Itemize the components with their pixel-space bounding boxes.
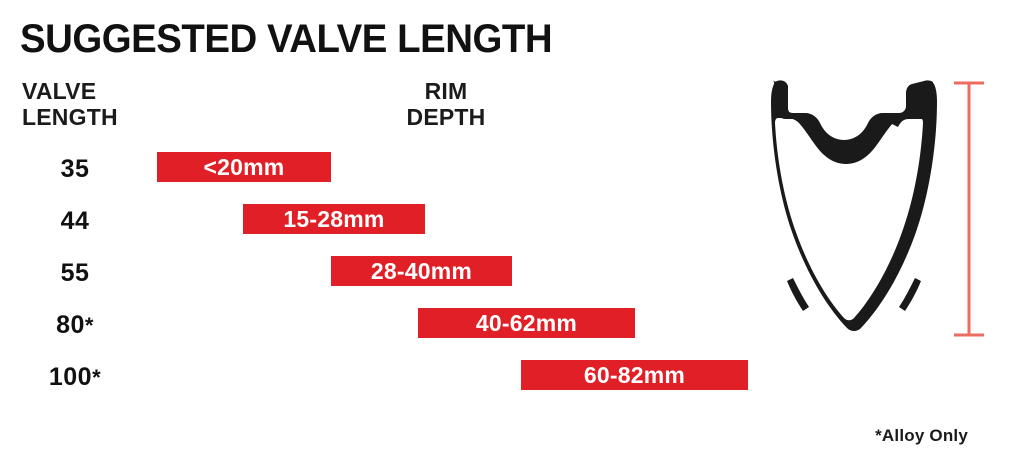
valve-length-value: 55 (60, 259, 90, 287)
valve-length-value: 80* (56, 311, 94, 339)
rim-depth-bar: 60-82mm (521, 360, 748, 390)
rim-cross-section-illustration (762, 72, 948, 344)
valve-length-value: 44 (60, 207, 90, 235)
rim-depth-value: 28-40mm (370, 257, 473, 284)
footnote: *Alloy Only (875, 426, 968, 445)
rim-depth-bar: 15-28mm (243, 204, 425, 234)
page-title: SUGGESTED VALVE LENGTH (20, 17, 553, 61)
rim-depth-value: <20mm (203, 153, 285, 180)
alloy-only-asterisk: * (84, 313, 94, 338)
column-header-rim-depth: RIM DEPTH (406, 78, 486, 130)
rim-depth-bar: 40-62mm (418, 308, 635, 338)
rim-depth-value: 15-28mm (283, 205, 385, 232)
rim-depth-value: 60-82mm (583, 361, 686, 388)
column-header-valve-length: VALVE LENGTH (22, 78, 118, 130)
rim-depth-value: 40-62mm (475, 309, 578, 336)
valve-length-rows: 35 <20mm 44 15-28mm 55 28-40mm 80* 40-62mm 100* 6… (48, 152, 748, 391)
valve-length-value: 100* (48, 363, 102, 391)
rim-profile-shape (771, 80, 937, 331)
alloy-only-asterisk: * (92, 365, 102, 390)
rim-depth-bar: 28-40mm (331, 256, 512, 286)
rim-depth-measurement-line (952, 80, 986, 338)
valve-length-value: 35 (60, 155, 90, 183)
rim-depth-bar: <20mm (157, 152, 331, 182)
